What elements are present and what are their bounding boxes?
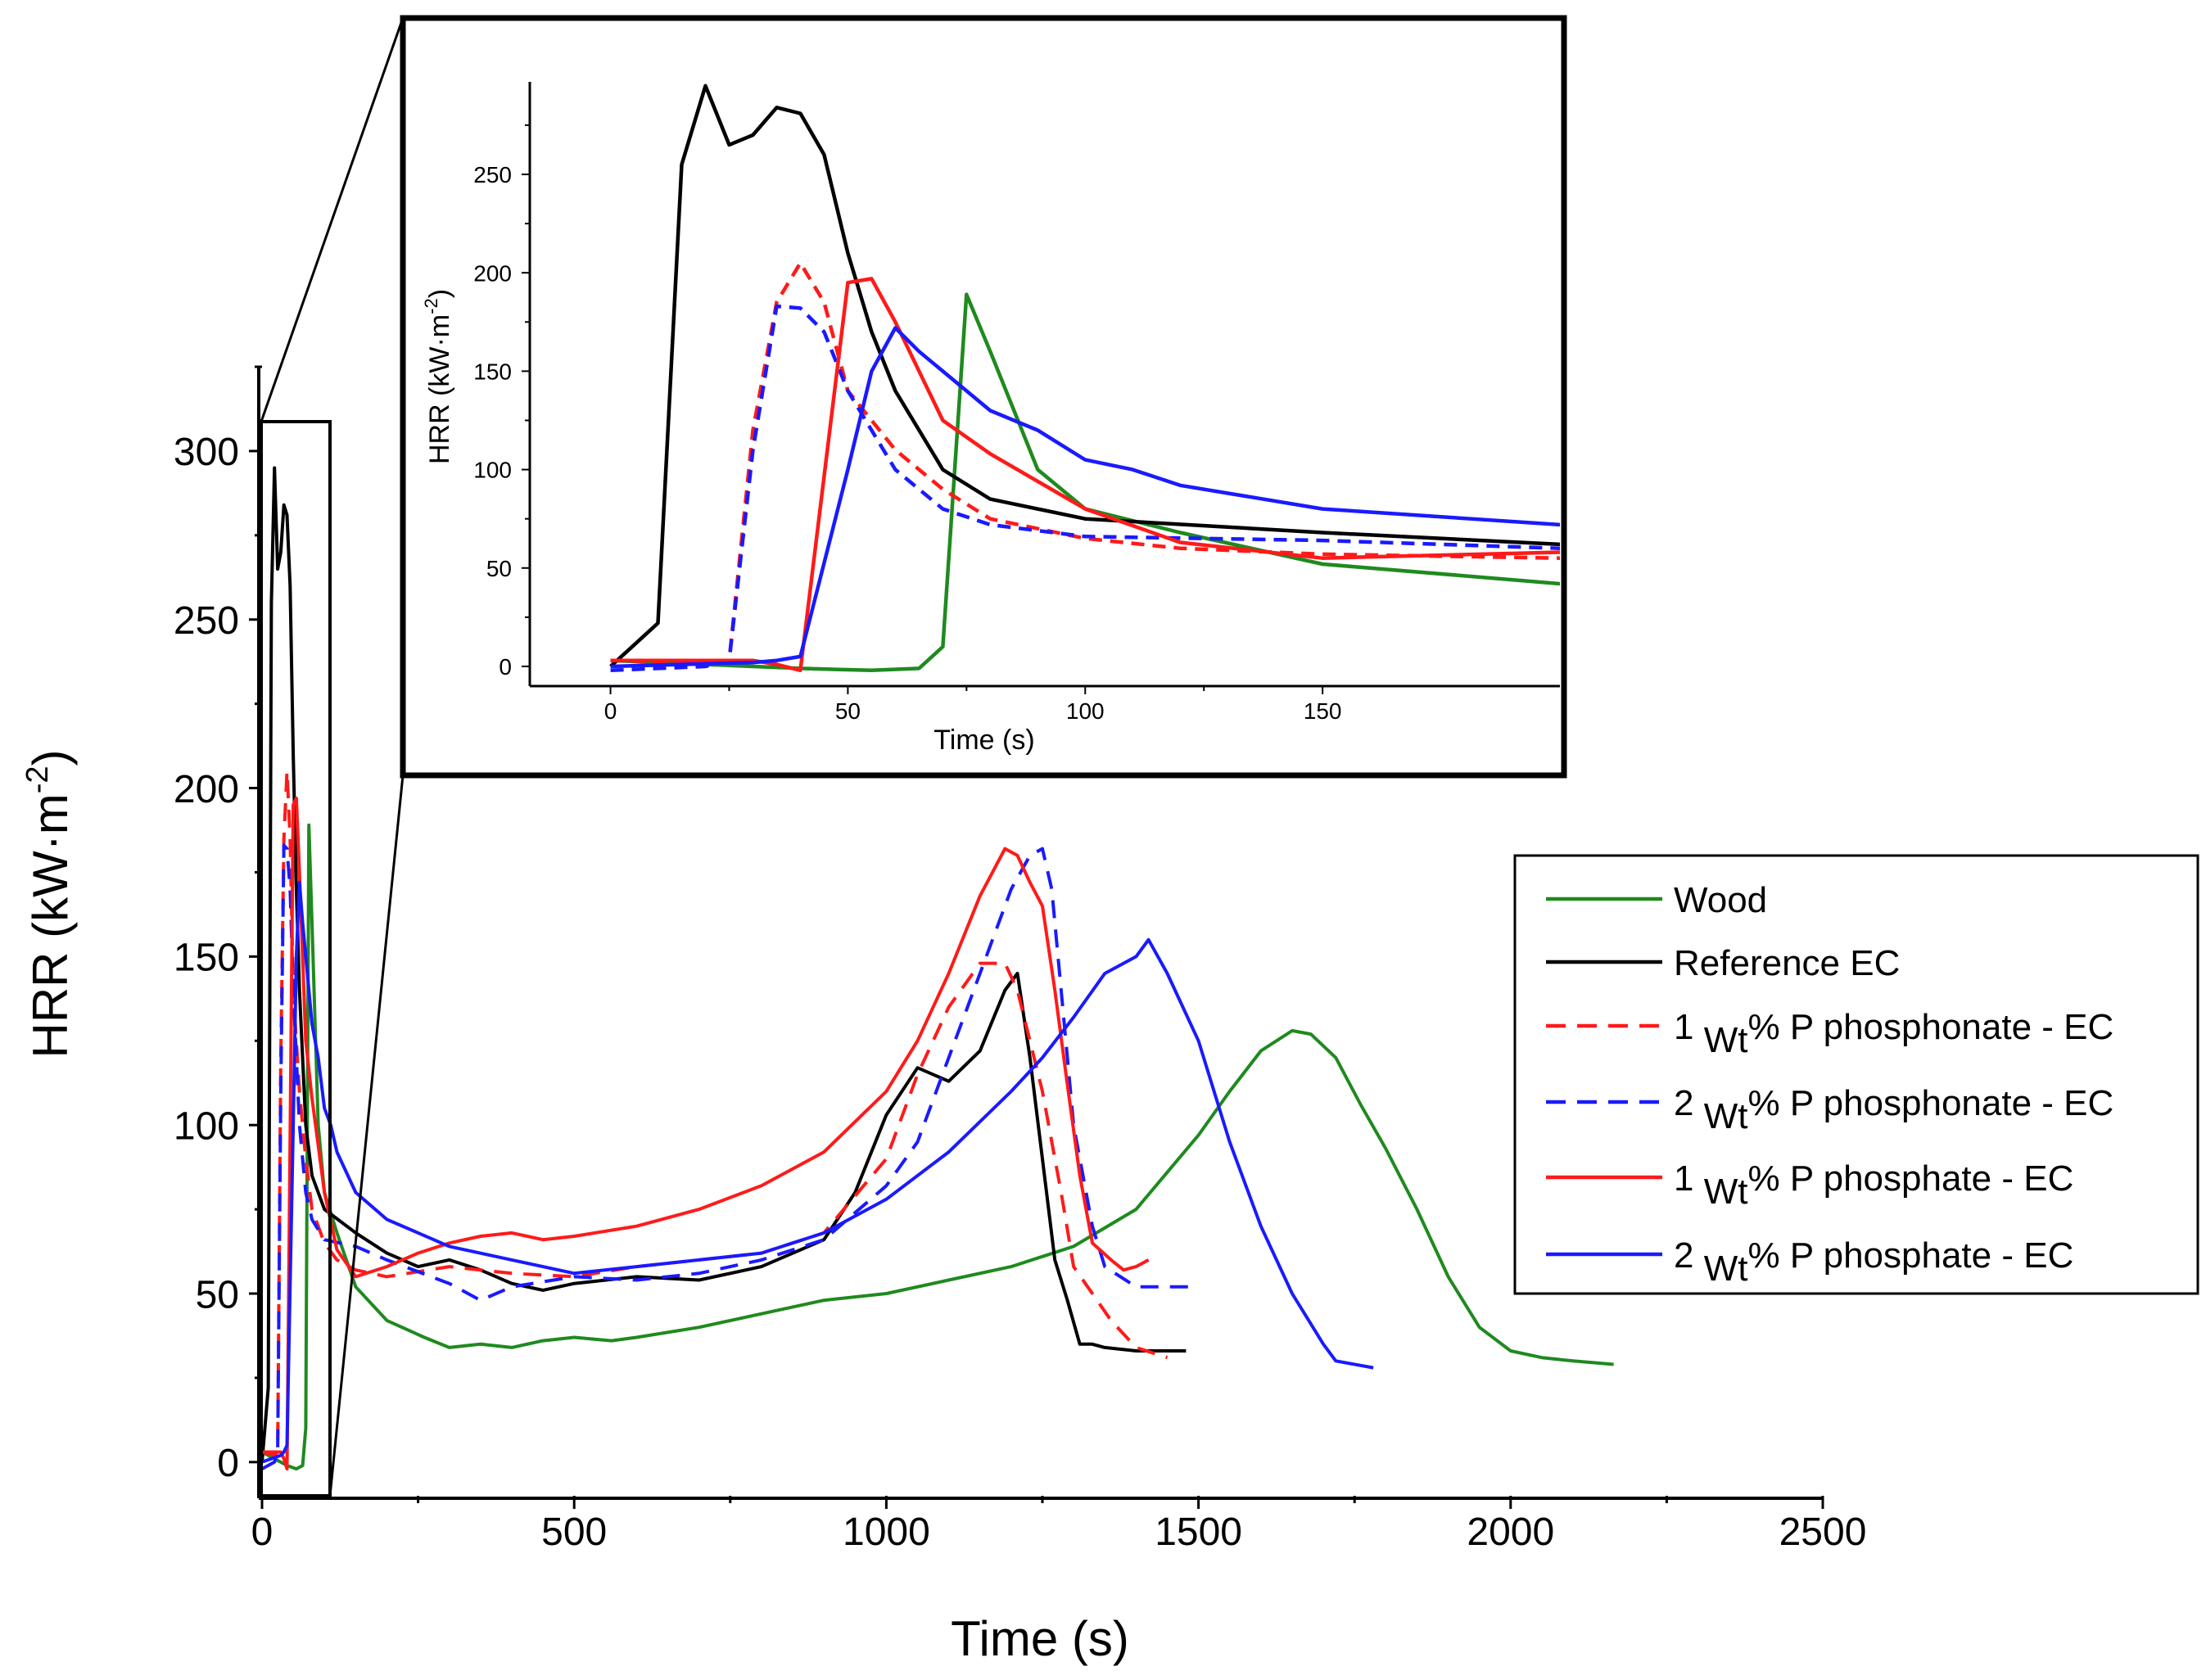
zoom-region-box xyxy=(260,420,332,1497)
main-y-tick-label: 300 xyxy=(174,431,239,474)
main-series-2-wt-p-phosphonate-ec xyxy=(261,843,1192,1470)
inset-y-label-text: HRR (kW·m xyxy=(424,314,455,464)
main-y-label-sup: -2 xyxy=(20,765,55,793)
legend-frame xyxy=(1513,854,2199,1295)
inset-x-tick-label: 150 xyxy=(1304,698,1342,724)
inset-series-1-wt-p-phosphate-ec xyxy=(610,277,1560,673)
inset-y-label-sup: -2 xyxy=(421,298,441,314)
inset-y-axis-label: HRR (kW·m-2) xyxy=(421,289,455,464)
legend-label-2-wt-p-phosphonate-ec: 2 Wt% P phosphonate - EC xyxy=(1674,1083,2113,1136)
main-x-tick-label: 2000 xyxy=(1467,1511,1554,1554)
legend-label-2-wt-p-phosphate-ec: 2 Wt% P phosphate - EC xyxy=(1674,1235,2073,1289)
inset-series-2-wt-p-phosphonate-ec xyxy=(610,304,1560,673)
main-x-tick-label: 0 xyxy=(251,1511,273,1554)
main-y-tick-label: 250 xyxy=(174,599,239,643)
main-y-axis-label: HRR (kW·m-2) xyxy=(20,749,78,1058)
legend-label-1-wt-p-phosphate-ec: 1 Wt% P phosphate - EC xyxy=(1674,1158,2073,1212)
inset-series-wood xyxy=(610,292,1560,673)
inset-y-tick-label: 250 xyxy=(473,162,512,187)
inset-y-tick-label: 100 xyxy=(473,458,512,483)
inset-x-tick-label: 50 xyxy=(835,698,861,724)
zoom-connector-top xyxy=(260,17,405,422)
main-y-tick-label: 100 xyxy=(174,1104,239,1148)
main-x-tick-label: 1000 xyxy=(843,1511,930,1554)
inset-x-tick-label: 100 xyxy=(1066,698,1105,724)
inset-series-1-wt-p-phosphonate-ec xyxy=(610,260,1560,665)
main-series-2-wt-p-phosphate-ec xyxy=(261,880,1374,1464)
main-y-tick-label: 150 xyxy=(174,937,239,980)
inset-y-tick-label: 50 xyxy=(486,556,512,581)
inset-y-tick-label: 0 xyxy=(499,654,512,680)
inset-series-2-wt-p-phosphate-ec xyxy=(610,326,1560,669)
main-series-1-wt-p-phosphate-ec xyxy=(262,796,1150,1471)
main-series-reference-ec xyxy=(260,466,1187,1462)
legend-label-wood: Wood xyxy=(1674,880,1767,920)
legend-label-1-wt-p-phosphonate-ec: 1 Wt% P phosphonate - EC xyxy=(1674,1007,2113,1060)
inset-y-label-close: ) xyxy=(424,289,455,298)
legend-label-reference-ec: Reference EC xyxy=(1674,943,1900,983)
main-series-wood xyxy=(261,823,1614,1471)
legend: Wood Reference EC 1 Wt% P phosphonate - EC… xyxy=(1513,854,2199,1295)
main-y-label-text: HRR (kW·m xyxy=(23,793,78,1058)
main-y-tick-label: 200 xyxy=(174,768,239,811)
main-y-tick-label: 0 xyxy=(217,1442,239,1485)
main-y-label-close: ) xyxy=(23,749,78,765)
inset-x-tick-label: 0 xyxy=(604,698,617,724)
inset-y-tick-label: 150 xyxy=(473,359,512,384)
main-x-tick-label: 1500 xyxy=(1155,1511,1242,1554)
main-x-tick-label: 500 xyxy=(541,1511,607,1554)
zoom-connector-bottom xyxy=(328,775,405,1497)
inset-y-tick-label: 200 xyxy=(473,260,512,286)
main-y-tick-label: 50 xyxy=(196,1273,239,1316)
inset-series-reference-ec xyxy=(609,84,1560,668)
inset-frame xyxy=(400,15,1567,779)
inset-plot: 0 50 100 150 0 50 100 150 200 250 Time (s) HRR (… xyxy=(400,15,1567,779)
inset-x-axis-label: Time (s) xyxy=(933,725,1034,756)
main-series-1-wt-p-phosphonate-ec xyxy=(261,770,1169,1457)
main-plot: 0 500 1000 1500 2000 2500 050100150200250300 … xyxy=(20,365,1867,1666)
main-x-tick-label: 2500 xyxy=(1779,1511,1867,1554)
main-x-axis-label: Time (s) xyxy=(951,1611,1129,1666)
